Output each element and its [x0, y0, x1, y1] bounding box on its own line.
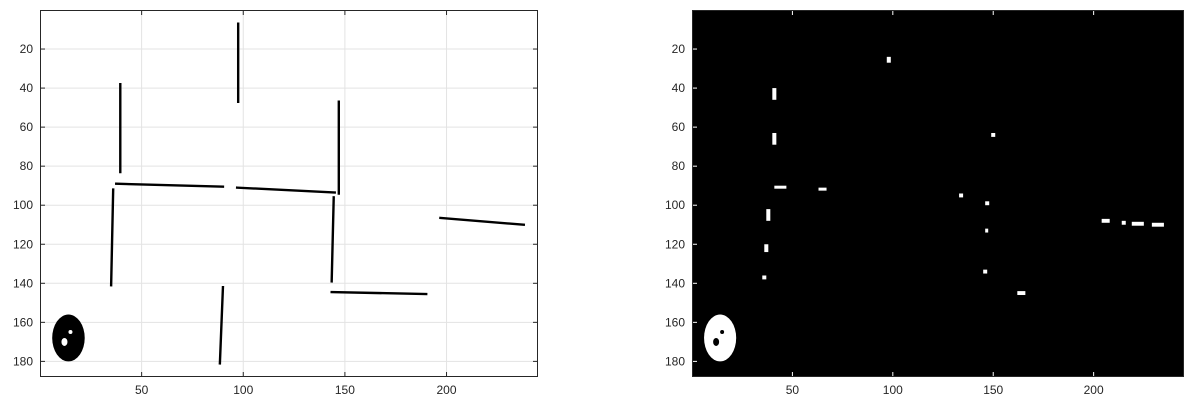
wall-segment — [439, 216, 526, 227]
plot-area — [40, 10, 538, 377]
occupied-pixel — [772, 88, 777, 100]
occupied-pixel — [985, 228, 989, 233]
wall-segment — [330, 290, 428, 296]
occupied-pixel — [766, 209, 771, 221]
data-layer — [52, 22, 526, 365]
y-tick-label: 120 — [13, 237, 33, 251]
y-tick-label: 180 — [13, 354, 33, 368]
x-tick-label: 150 — [335, 383, 355, 397]
wall-segment — [114, 182, 225, 188]
occupied-pixel — [1101, 218, 1110, 223]
y-tick-label: 20 — [20, 42, 34, 56]
y-tick-label: 60 — [672, 120, 686, 134]
data-layer — [704, 56, 1164, 362]
occupied-pixel — [959, 193, 964, 198]
plot-area — [692, 10, 1184, 377]
x-tick-label: 150 — [983, 383, 1003, 397]
y-tick-label: 40 — [20, 81, 34, 95]
blob-hole — [68, 329, 73, 334]
y-tick-label: 180 — [665, 354, 685, 368]
y-tick-label: 160 — [13, 315, 33, 329]
y-tick-label: 160 — [665, 315, 685, 329]
y-tick-label: 140 — [665, 276, 685, 290]
obstacle-blob — [704, 314, 737, 362]
y-tick-label: 120 — [665, 237, 685, 251]
x-tick-label: 100 — [883, 383, 903, 397]
occupied-pixel — [1151, 222, 1164, 227]
occupied-pixel — [1017, 291, 1026, 296]
left-occupancy-map: 50 100 150 200 20 40 60 80 100 120 140 160 180 — [13, 10, 538, 397]
y-tick-label: 20 — [672, 42, 686, 56]
x-tick-label: 50 — [786, 383, 800, 397]
wall-segment — [218, 285, 225, 365]
y-tick-label: 40 — [672, 81, 686, 95]
occupied-pixel — [764, 244, 769, 253]
occupied-pixel — [1131, 221, 1144, 226]
right-binary-map: 50 100 150 200 20 40 60 80 100 120 140 160 180 — [665, 10, 1184, 397]
y-tick-label: 60 — [20, 120, 34, 134]
occupied-pixel — [774, 185, 787, 189]
x-tick-label: 200 — [1084, 383, 1104, 397]
y-tick-label: 140 — [13, 276, 33, 290]
occupied-pixel — [985, 201, 990, 206]
wall-segment — [235, 186, 336, 194]
blob-hole — [713, 337, 720, 346]
y-tick-label: 80 — [672, 159, 686, 173]
occupied-pixel — [1121, 220, 1126, 225]
wall-segment — [109, 188, 115, 287]
blob-hole — [61, 337, 68, 346]
occupied-pixel — [772, 132, 777, 145]
y-tick-label: 100 — [13, 198, 33, 212]
x-tick-label: 50 — [135, 383, 149, 397]
y-tick-label: 100 — [665, 198, 685, 212]
occupied-pixel — [818, 187, 827, 191]
blob-hole — [720, 329, 725, 334]
occupied-pixel — [886, 56, 891, 63]
occupied-pixel — [762, 275, 767, 280]
occupied-pixel — [983, 269, 988, 274]
wall-segment — [330, 196, 335, 283]
axes-frame — [40, 10, 538, 377]
y-tick-label: 80 — [20, 159, 34, 173]
x-tick-label: 200 — [437, 383, 457, 397]
occupied-pixel — [991, 132, 996, 137]
x-tick-label: 100 — [233, 383, 253, 397]
obstacle-blob — [52, 314, 85, 362]
